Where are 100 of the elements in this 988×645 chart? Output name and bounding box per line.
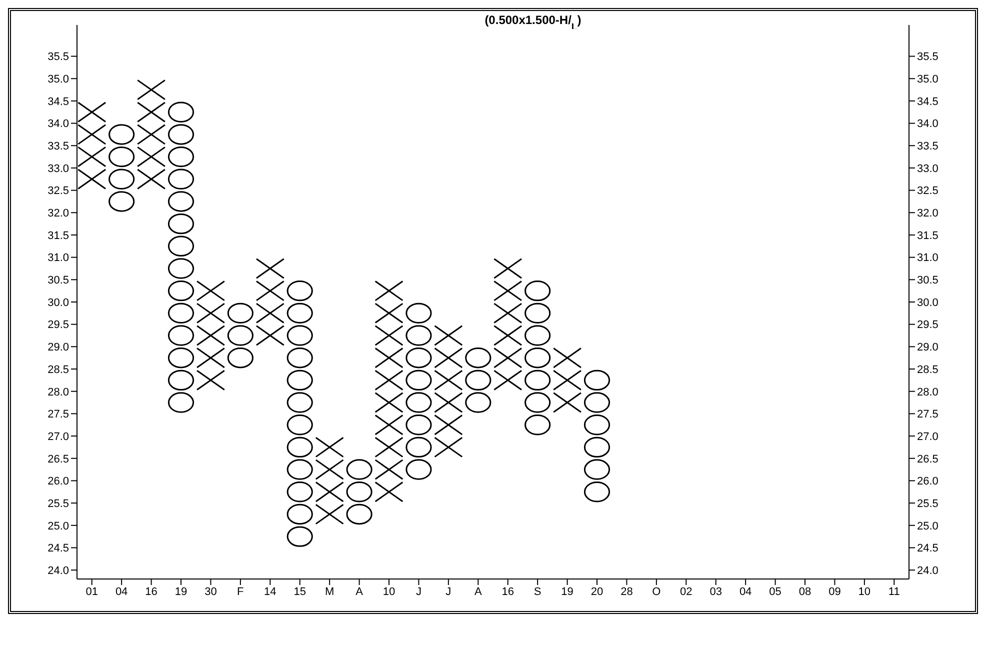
- y-tick-label: 24.5: [48, 542, 69, 555]
- point: [406, 392, 432, 413]
- y2-tick-label: 29.5: [917, 319, 938, 332]
- point: [108, 191, 135, 212]
- x-tick-label: 15: [294, 586, 306, 598]
- y-tick-label: 35.0: [48, 74, 69, 86]
- x-tick-label: 28: [620, 586, 633, 598]
- point: [584, 414, 610, 436]
- point: [286, 370, 313, 391]
- point: [108, 124, 135, 145]
- point: [465, 392, 492, 413]
- y-tick-label: 30.5: [48, 274, 69, 287]
- y-tick-label: 27.5: [48, 408, 69, 421]
- x-tick-label: 09: [828, 586, 841, 598]
- x-tick-label: 01: [86, 586, 98, 598]
- point: [465, 347, 492, 368]
- x-tick-label: A: [356, 586, 364, 598]
- y2-tick-label: 25.0: [917, 520, 938, 532]
- y-tick-label: 28.5: [48, 364, 69, 376]
- point: [406, 414, 432, 436]
- point: [584, 459, 610, 480]
- y-tick-label: 28.0: [48, 386, 69, 398]
- point: [168, 146, 194, 168]
- point: [584, 436, 610, 458]
- y-tick-label: 34.0: [48, 118, 69, 130]
- point: [346, 504, 372, 525]
- y2-tick-label: 31.5: [917, 230, 938, 242]
- y2-tick-label: 25.5: [917, 498, 938, 510]
- point: [286, 436, 313, 458]
- y2-tick-label: 26.5: [917, 453, 938, 466]
- point: [286, 459, 313, 480]
- point: [286, 414, 313, 436]
- point: [227, 302, 254, 324]
- y2-tick-label: 35.5: [917, 51, 938, 64]
- x-tick-label: 20: [590, 586, 604, 598]
- y2-tick-label: 33.0: [917, 162, 938, 175]
- point: [286, 302, 313, 324]
- y-tick-label: 30.0: [48, 296, 69, 309]
- point: [168, 392, 194, 413]
- point: [524, 347, 551, 368]
- y2-tick-label: 32.5: [917, 185, 938, 198]
- point: [406, 302, 432, 324]
- x-tick-label: 14: [264, 586, 276, 598]
- point: [524, 414, 551, 436]
- point: [286, 482, 313, 502]
- y2-tick-label: 28.0: [917, 386, 938, 398]
- x-tick-label: 04: [739, 586, 752, 598]
- y-tick-label: 32.5: [48, 185, 69, 198]
- y-tick-label: 26.5: [48, 453, 69, 466]
- point: [168, 102, 194, 122]
- point: [524, 370, 551, 391]
- point: [346, 482, 372, 502]
- x-tick-label: A: [474, 586, 482, 598]
- y-tick-label: 24.0: [48, 564, 69, 577]
- point: [524, 302, 551, 324]
- y-tick-label: 29.0: [48, 342, 69, 354]
- point: [286, 392, 313, 413]
- y-tick-label: 35.5: [48, 51, 69, 64]
- y-tick-label: 25.5: [48, 498, 69, 510]
- point: [524, 392, 551, 413]
- y2-tick-label: 28.5: [917, 364, 938, 376]
- x-tick-label: 11: [888, 586, 900, 598]
- point: [168, 258, 194, 279]
- y-tick-label: 31.5: [48, 230, 69, 242]
- point: [406, 436, 432, 458]
- y-tick-label: 32.0: [48, 208, 69, 220]
- x-tick-label: 16: [502, 586, 514, 598]
- y2-tick-label: 29.0: [917, 342, 938, 354]
- y2-tick-label: 24.5: [917, 542, 938, 555]
- point: [406, 370, 432, 391]
- x-tick-label: 10: [382, 586, 396, 598]
- point: [168, 302, 194, 324]
- point: [227, 347, 254, 368]
- x-tick-label: J: [416, 586, 422, 598]
- point: [168, 168, 194, 190]
- point: [584, 482, 610, 502]
- y2-tick-label: 35.0: [917, 74, 938, 86]
- y2-tick-label: 26.0: [917, 476, 938, 488]
- x-tick-label: 04: [115, 586, 128, 598]
- point: [524, 325, 551, 346]
- x-tick-label: 30: [204, 586, 217, 598]
- point: [584, 392, 610, 413]
- y2-tick-label: 27.0: [917, 430, 938, 443]
- point: [406, 347, 432, 368]
- y2-tick-label: 31.0: [917, 252, 938, 264]
- y2-tick-label: 34.0: [917, 118, 938, 130]
- x-tick-label: M: [324, 586, 334, 598]
- x-tick-label: 16: [145, 586, 158, 598]
- point: [286, 347, 313, 368]
- point: [286, 280, 313, 302]
- point: [524, 280, 551, 302]
- x-tick-label: 08: [798, 586, 812, 598]
- point: [286, 526, 313, 547]
- y-tick-label: 34.5: [48, 96, 69, 108]
- y2-tick-label: 24.0: [917, 564, 938, 577]
- y-tick-label: 27.0: [48, 430, 69, 443]
- y-tick-label: 33.5: [48, 140, 69, 153]
- x-tick-label: O: [652, 586, 662, 598]
- x-tick-label: 03: [710, 586, 722, 598]
- point: [168, 347, 194, 368]
